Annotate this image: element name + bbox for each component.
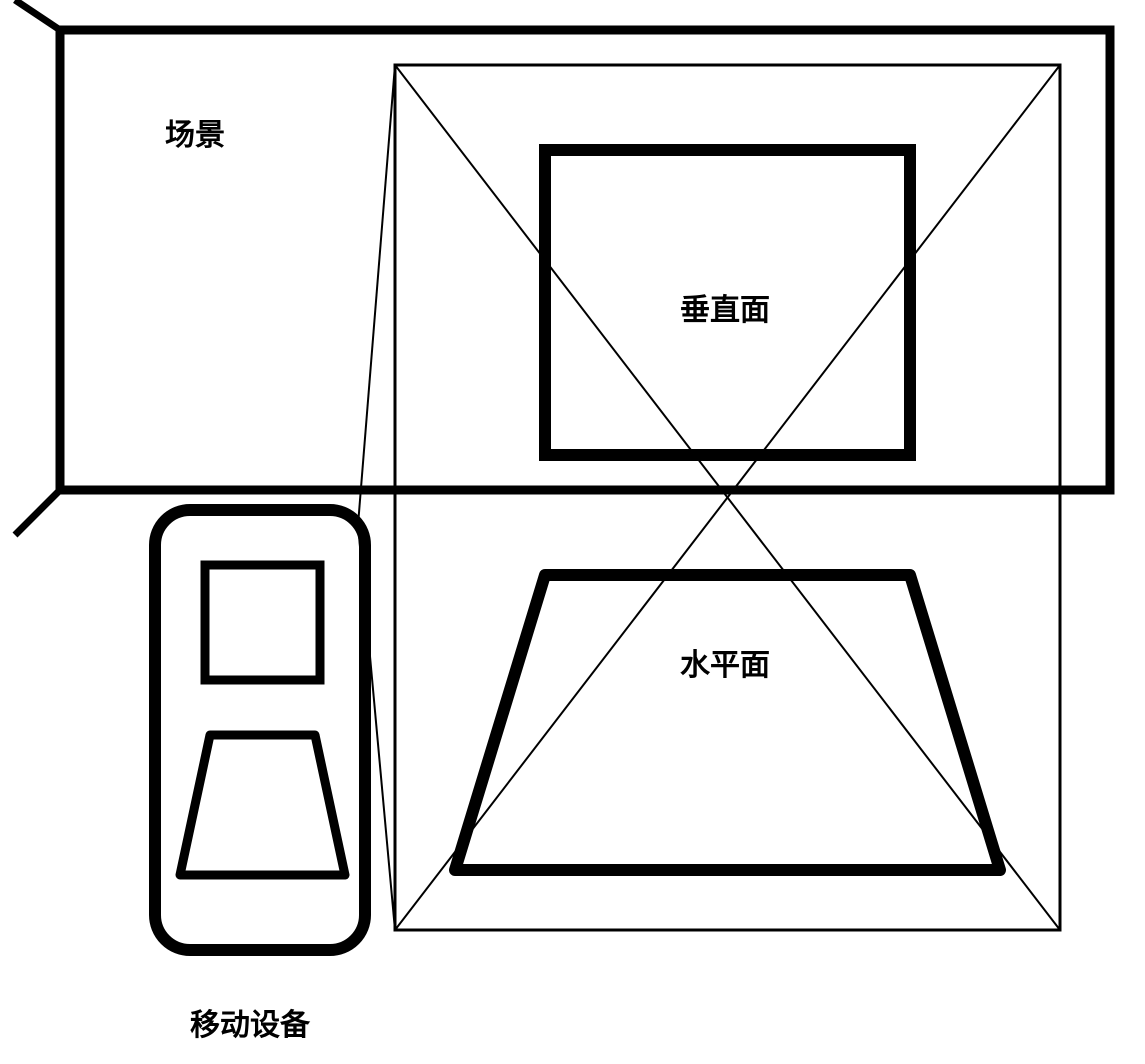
horizontal-plane-label: 水平面	[680, 640, 770, 684]
device-screen-square	[205, 565, 320, 680]
scene-label: 场景	[165, 110, 225, 154]
scene-box	[60, 30, 1110, 490]
corner-mark-tl	[15, 0, 60, 30]
device-screen-trapezoid	[180, 735, 345, 875]
mobile-device-label: 移动设备	[190, 1000, 310, 1044]
corner-mark-bl	[15, 490, 60, 535]
vertical-plane-label: 垂直面	[680, 285, 770, 329]
mobile-device-body	[155, 510, 365, 950]
projection-connector-0	[358, 65, 395, 525]
diagram-canvas	[0, 0, 1145, 1064]
horizontal-plane-shape	[455, 575, 1000, 870]
